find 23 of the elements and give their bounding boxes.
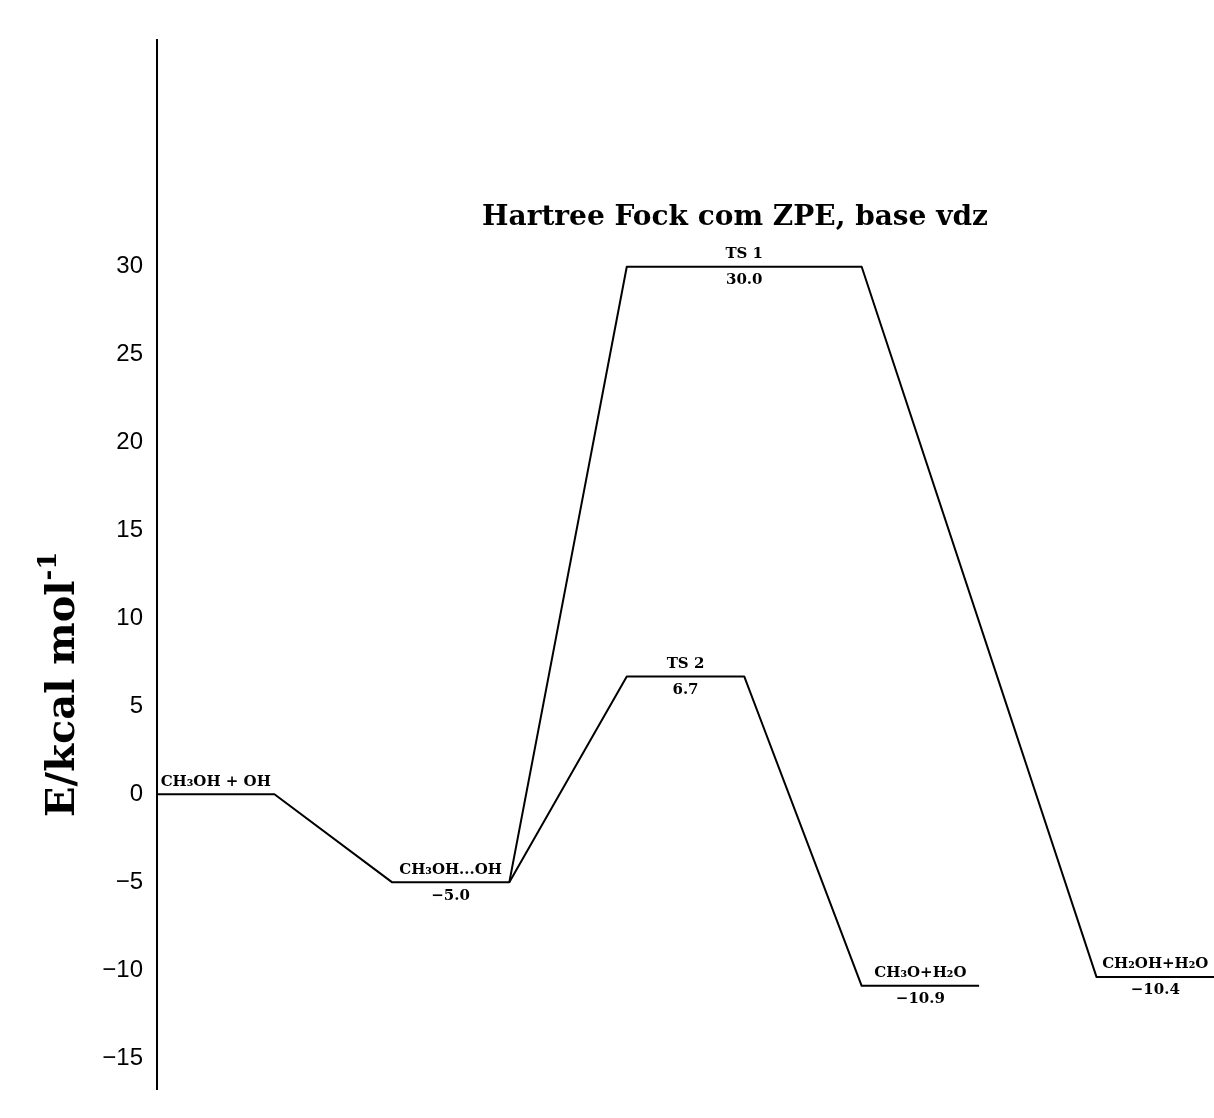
y-tick-label: 20 bbox=[116, 427, 143, 455]
y-axis-title: E/kcal mol-1 bbox=[32, 551, 83, 817]
y-tick-label: 25 bbox=[116, 339, 143, 367]
annotation: 30.0 bbox=[725, 270, 763, 289]
y-tick-label: 0 bbox=[129, 778, 143, 806]
annotation: −10.9 bbox=[895, 989, 945, 1008]
annotation: CH₂OH+H₂O bbox=[1102, 954, 1209, 973]
y-tick-label: 5 bbox=[129, 690, 143, 718]
y-tick-label: 10 bbox=[116, 603, 143, 631]
text: Hartree Fock com ZPE, base vdz bbox=[482, 199, 988, 232]
annotation: −5.0 bbox=[431, 885, 470, 904]
annotation: CH₃OH...OH bbox=[399, 859, 503, 878]
y-tick-label: −10 bbox=[102, 954, 143, 982]
y-tick-label: 30 bbox=[116, 251, 143, 279]
annotation: CH₃OH + OH bbox=[160, 771, 271, 790]
y-tick-label: 15 bbox=[116, 515, 143, 543]
annotation: 6.7 bbox=[672, 679, 699, 698]
y-tick-label: −5 bbox=[115, 866, 143, 894]
annotation: TS 2 bbox=[666, 653, 705, 672]
annotation: −10.4 bbox=[1130, 980, 1180, 999]
y-tick-label: −15 bbox=[102, 1042, 143, 1070]
annotation: CH₃O+H₂O bbox=[874, 963, 967, 982]
annotation: TS 1 bbox=[725, 244, 764, 263]
